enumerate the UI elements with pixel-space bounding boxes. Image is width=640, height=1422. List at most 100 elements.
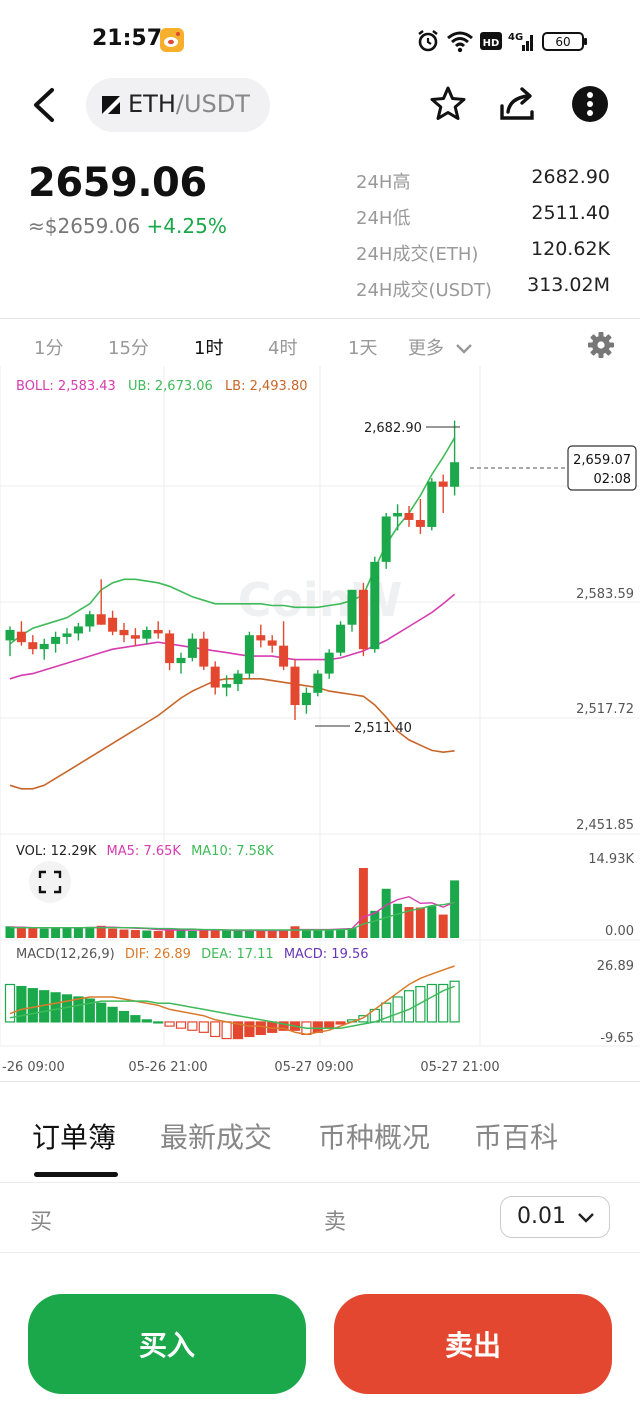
macd-bar xyxy=(426,983,437,1023)
depth-select[interactable]: 0.01 xyxy=(500,1196,610,1238)
volume-bar xyxy=(358,868,368,938)
candle xyxy=(358,582,368,657)
candle-body xyxy=(404,512,414,520)
macd-title: MACD(12,26,9) xyxy=(16,947,115,962)
x-label-2: 05-26 21:00 xyxy=(128,1060,207,1075)
candle-body xyxy=(16,631,26,643)
tab-order-book[interactable]: 订单簿 xyxy=(32,1121,117,1154)
candle xyxy=(427,478,437,531)
candle-body xyxy=(370,561,380,650)
buy-button[interactable]: 买入 xyxy=(28,1294,306,1394)
volume-bar xyxy=(199,930,209,938)
kline-chart[interactable]: CoinW BOLL: 2,583.43 UB: 2,673.06 LB: 2,… xyxy=(0,366,640,1082)
candle-body xyxy=(96,614,106,625)
volume-bar xyxy=(96,925,106,938)
tab-15m[interactable]: 15分 xyxy=(108,338,149,359)
tab-1m[interactable]: 1分 xyxy=(34,338,64,359)
volume-bar xyxy=(415,907,425,938)
volume-bar xyxy=(176,929,186,938)
back-icon[interactable] xyxy=(20,80,66,130)
candle xyxy=(222,675,232,697)
volume-bar xyxy=(222,930,232,938)
battery-level: 60 xyxy=(555,35,570,49)
sell-button[interactable]: 卖出 xyxy=(334,1294,612,1394)
candle-body xyxy=(415,519,425,527)
pair-quote: /USDT xyxy=(175,90,250,118)
last-price: 2659.06 xyxy=(28,160,207,206)
macd-histogram xyxy=(4,980,460,1040)
settings-gear-icon[interactable] xyxy=(586,330,616,360)
volume-bar xyxy=(290,926,300,938)
macd-bar xyxy=(84,998,95,1023)
candle-body xyxy=(176,657,186,664)
volume-bar xyxy=(301,930,311,938)
macd-bar xyxy=(210,1021,221,1038)
stat-label-vol-usdt: 24H成交(USDT) xyxy=(356,280,492,301)
macd-bar xyxy=(403,990,415,1023)
candle-body xyxy=(153,629,163,634)
candle xyxy=(301,687,311,714)
weibo-icon xyxy=(160,28,184,52)
candle-body xyxy=(28,642,38,650)
candle xyxy=(233,670,243,692)
macd-bar xyxy=(335,1021,346,1025)
candle-body xyxy=(336,624,346,653)
candle-body xyxy=(313,673,323,693)
candle xyxy=(119,622,129,643)
candle-body xyxy=(358,589,368,650)
volume-bar xyxy=(28,927,38,938)
volume-bar xyxy=(450,880,460,938)
volume-bar xyxy=(438,914,448,938)
battery-icon: 60 xyxy=(542,32,587,51)
tab-latest-trades[interactable]: 最新成交 xyxy=(160,1121,273,1154)
candle-body xyxy=(85,614,95,627)
macd-val-label: MACD: 19.56 xyxy=(284,947,369,962)
more-icon[interactable] xyxy=(570,84,610,124)
fullscreen-button[interactable] xyxy=(29,861,71,903)
macd-bar xyxy=(164,1021,175,1027)
macd-bar xyxy=(221,1021,232,1040)
stat-value-vol-usdt: 313.02M xyxy=(527,274,610,296)
eth-logo-icon xyxy=(102,96,120,114)
macd-bar xyxy=(449,980,460,1023)
candle-body xyxy=(438,481,448,487)
candle xyxy=(5,626,15,657)
vol-ma10-line xyxy=(10,901,455,931)
volume-bar xyxy=(267,930,277,938)
tab-1h[interactable]: 1时 xyxy=(194,338,224,359)
candle-body xyxy=(233,673,243,685)
candle xyxy=(199,631,209,671)
boll-label: BOLL: 2,583.43 xyxy=(16,379,116,394)
candle xyxy=(108,610,118,636)
tab-coin-wiki[interactable]: 币百科 xyxy=(474,1121,559,1154)
chevron-down-icon xyxy=(455,344,472,354)
alarm-icon xyxy=(418,30,438,52)
share-icon[interactable] xyxy=(498,84,538,124)
tab-more[interactable]: 更多 xyxy=(408,334,474,360)
candle-body xyxy=(199,638,209,667)
volume-bars xyxy=(5,868,460,938)
candle xyxy=(370,556,380,653)
candle xyxy=(165,629,175,671)
volume-bar xyxy=(393,903,403,938)
pair-label: ETH/USDT xyxy=(128,90,250,118)
tab-coin-overview[interactable]: 币种概况 xyxy=(318,1121,431,1154)
stat-label-low: 24H低 xyxy=(356,208,411,229)
macd-bar xyxy=(312,1021,323,1033)
candle xyxy=(450,420,460,496)
candle xyxy=(210,661,220,695)
order-book-sell-label: 卖 xyxy=(324,1210,347,1235)
pair-selector[interactable]: ETH/USDT xyxy=(86,78,270,132)
candle-body xyxy=(210,666,220,688)
star-icon[interactable] xyxy=(428,84,468,124)
price-tick-1: 2,583.59 xyxy=(576,587,634,602)
candle xyxy=(187,633,197,662)
macd-bar xyxy=(438,983,449,1023)
volume-bar xyxy=(62,927,72,938)
tab-1d[interactable]: 1天 xyxy=(348,338,378,359)
candle xyxy=(142,626,152,644)
tab-4h[interactable]: 4时 xyxy=(268,338,298,359)
vol-tick-max: 14.93K xyxy=(588,852,634,867)
macd-bar xyxy=(255,1021,266,1036)
volume-bar xyxy=(279,930,289,938)
